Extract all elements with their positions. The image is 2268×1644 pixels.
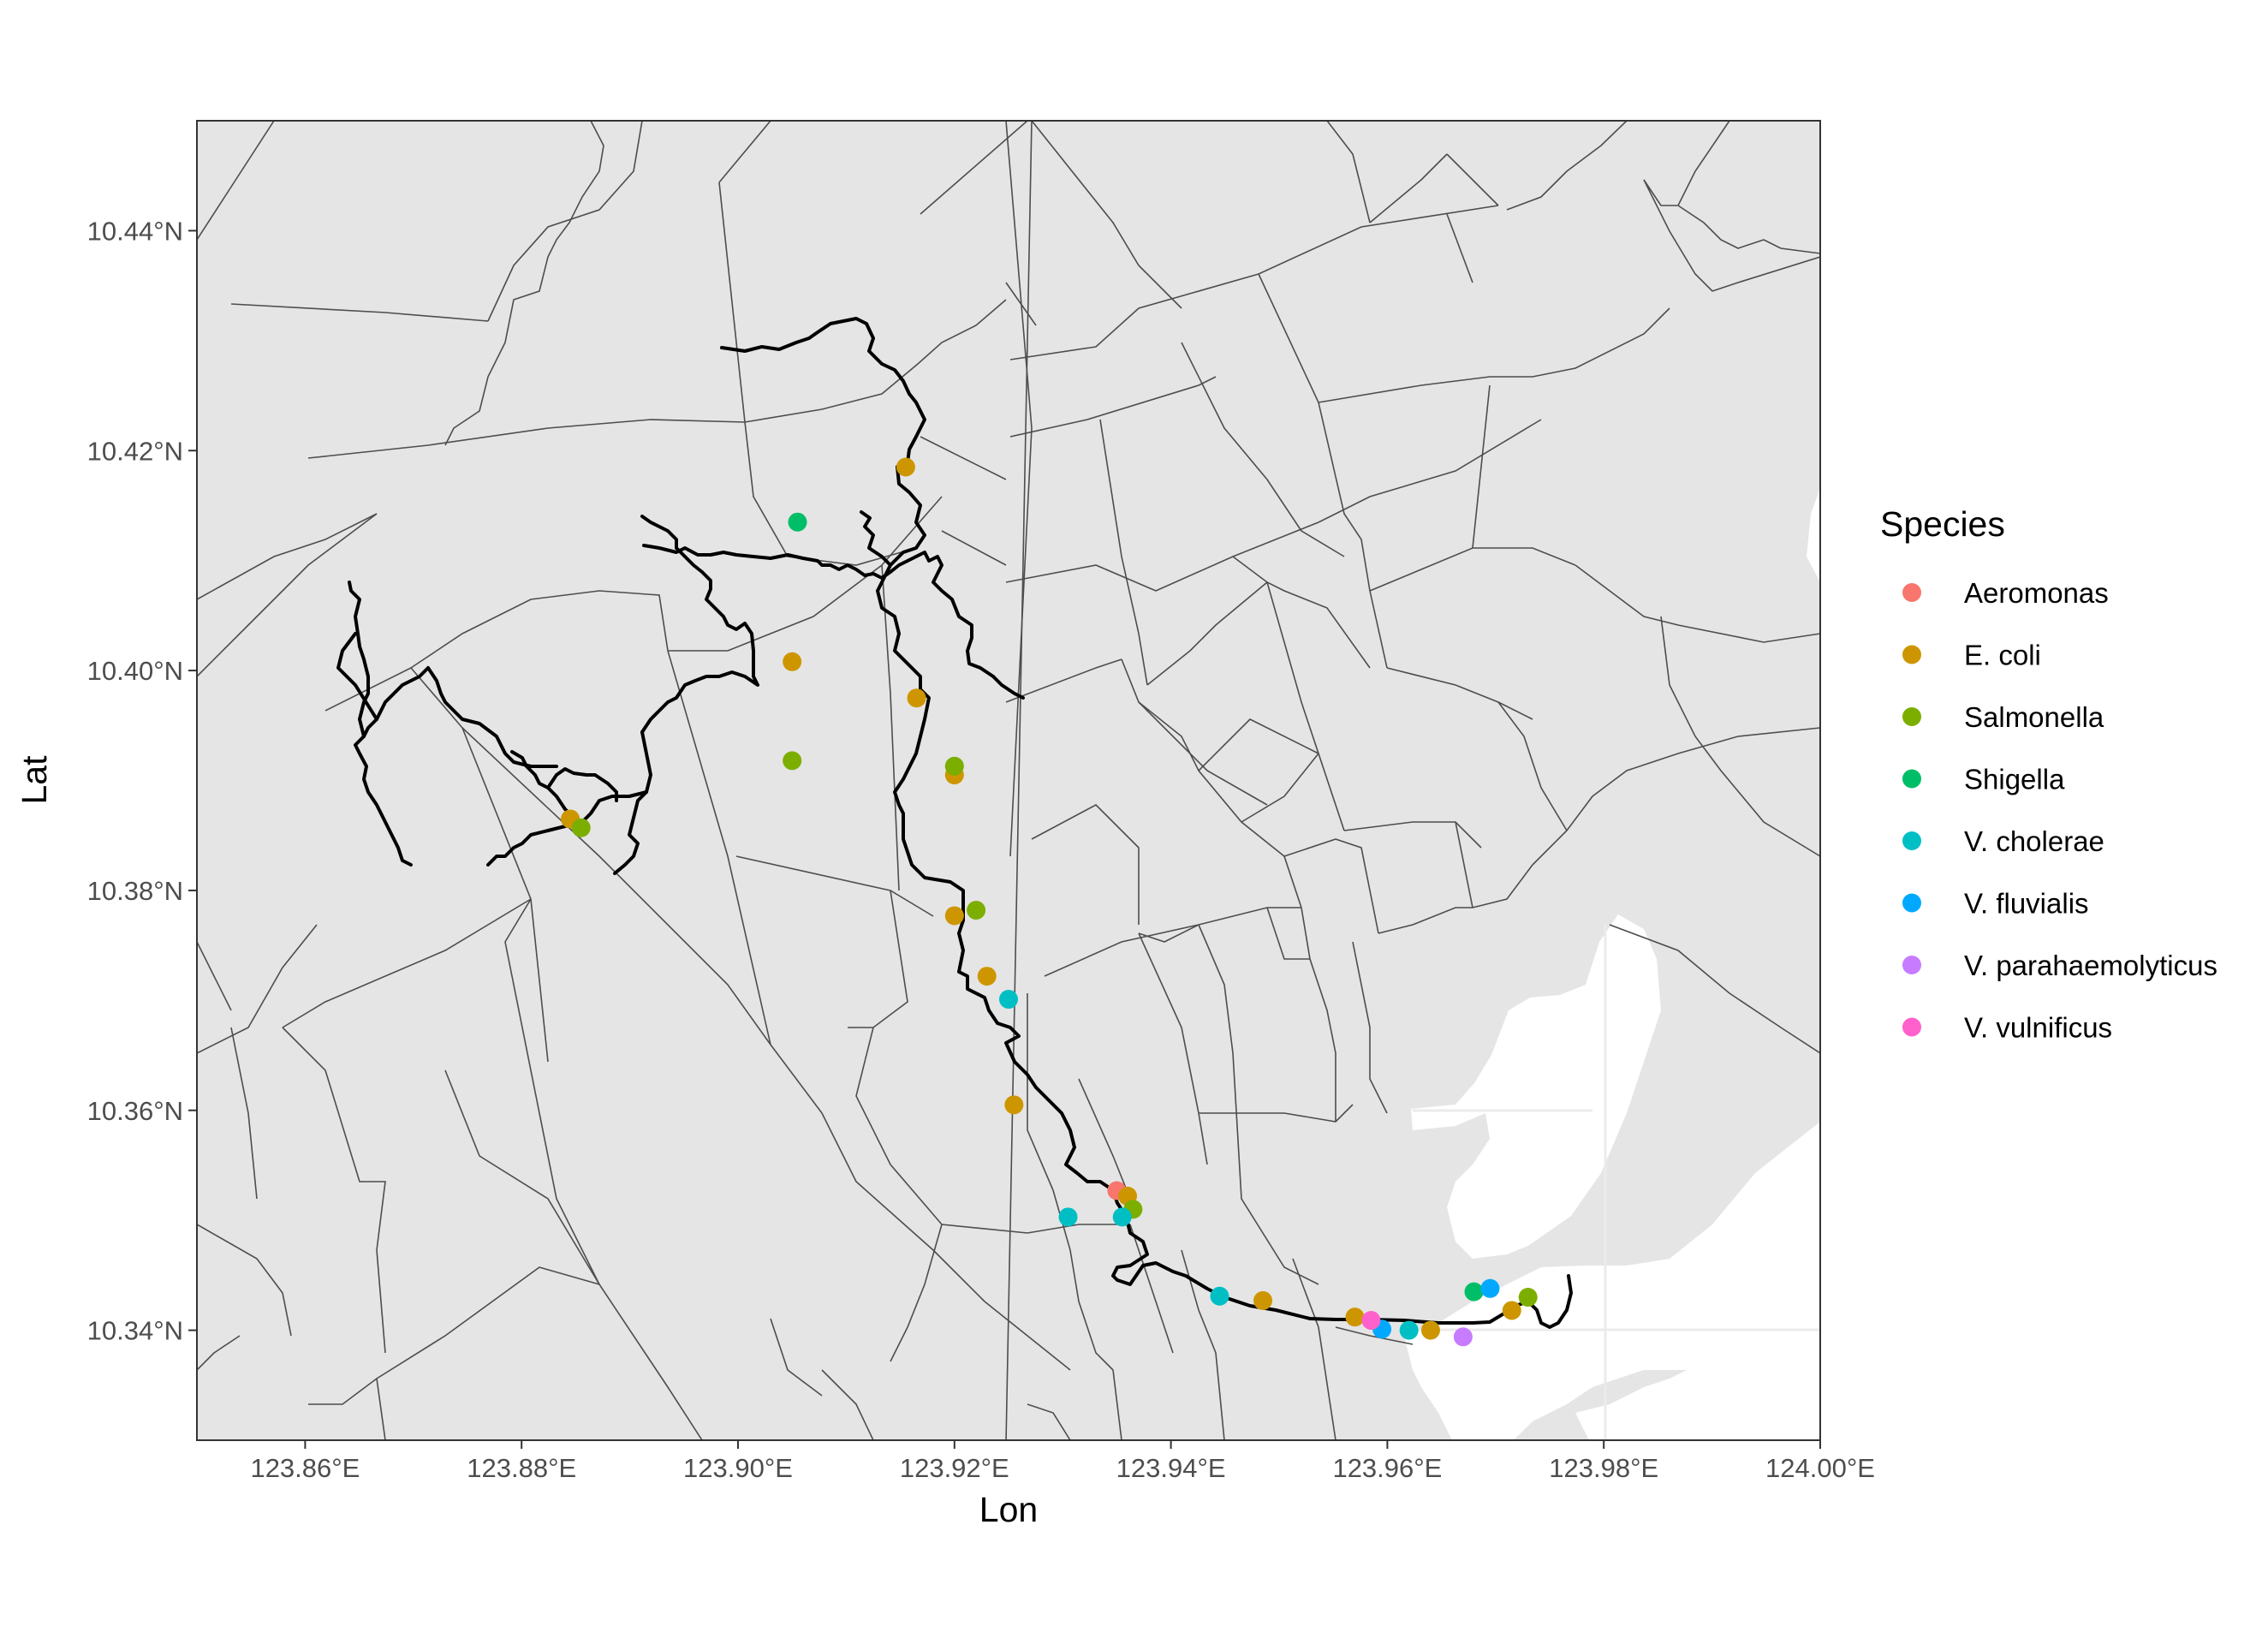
legend-label: Shigella bbox=[1964, 764, 2065, 795]
map-panel-land bbox=[197, 121, 1820, 1440]
tributary-west-c bbox=[510, 750, 580, 824]
map-panel-border bbox=[196, 120, 1821, 1441]
x-tick-label: 123.96°E bbox=[1332, 1453, 1442, 1483]
legend-key bbox=[1902, 1017, 1921, 1037]
legend-key bbox=[1902, 769, 1921, 789]
main-river bbox=[720, 317, 1573, 1329]
admin-boundaries bbox=[197, 121, 1820, 1440]
x-axis-title: Lon bbox=[979, 1490, 1038, 1529]
tributary-west-h bbox=[336, 632, 378, 721]
y-tick-label: 10.38°N bbox=[87, 876, 183, 906]
sample-point bbox=[1518, 1288, 1538, 1307]
sample-point bbox=[1361, 1311, 1381, 1331]
x-axis: 123.86°E 123.88°E 123.90°E 123.92°E 123.94°E… bbox=[250, 1440, 1875, 1483]
legend-key bbox=[1902, 893, 1921, 913]
sample-point bbox=[1058, 1207, 1078, 1227]
x-tick-label: 123.94°E bbox=[1116, 1453, 1226, 1483]
sample-point bbox=[1464, 1282, 1484, 1302]
sample-point bbox=[571, 818, 591, 837]
sample-point bbox=[999, 990, 1018, 1010]
sample-point bbox=[944, 906, 964, 926]
tributary-upper-west bbox=[642, 544, 1025, 700]
legend-key bbox=[1902, 583, 1921, 602]
legend-key bbox=[1902, 956, 1921, 974]
tributary-west-b bbox=[486, 790, 648, 867]
y-tick-label: 10.42°N bbox=[87, 436, 183, 466]
river-network bbox=[336, 317, 1573, 1329]
y-tick-label: 10.34°N bbox=[87, 1316, 183, 1346]
sample-point bbox=[1345, 1307, 1365, 1327]
sea-water-east bbox=[1807, 488, 1820, 582]
legend-title: Species bbox=[1880, 504, 2005, 544]
sample-point bbox=[896, 457, 915, 477]
legend-label: V. cholerae bbox=[1964, 825, 2104, 857]
legend-label: Aeromonas bbox=[1964, 577, 2109, 609]
y-tick-label: 10.36°N bbox=[87, 1096, 183, 1126]
sample-point bbox=[1502, 1301, 1521, 1320]
tributary-west-a bbox=[613, 730, 652, 875]
tributary-north bbox=[860, 510, 892, 567]
x-tick-label: 124.00°E bbox=[1765, 1453, 1875, 1483]
x-tick-label: 123.98°E bbox=[1549, 1453, 1658, 1483]
y-axis: 10.34°N 10.36°N 10.38°N 10.40°N 10.42°N 10.44… bbox=[87, 216, 197, 1346]
legend-label: Salmonella bbox=[1964, 701, 2104, 733]
legend-key bbox=[1902, 831, 1921, 850]
sample-point bbox=[783, 751, 802, 771]
sample-point bbox=[1480, 1278, 1500, 1298]
x-tick-label: 123.92°E bbox=[900, 1453, 1009, 1483]
legend-key bbox=[1902, 645, 1921, 664]
legend-items: Aeromonas E. coli Salmonella Shigella V. cho… bbox=[1902, 577, 2217, 1044]
legend-label: V. fluvialis bbox=[1964, 888, 2089, 920]
y-tick-label: 10.40°N bbox=[87, 656, 183, 686]
tributary-west-e bbox=[354, 666, 430, 867]
tributary-west-d bbox=[546, 767, 618, 802]
sample-point bbox=[788, 512, 807, 532]
legend-label: V. vulnificus bbox=[1964, 1012, 2112, 1044]
sample-point bbox=[1112, 1207, 1132, 1227]
y-axis-title: Lat bbox=[15, 755, 54, 805]
sample-point bbox=[1210, 1286, 1229, 1306]
sample-point bbox=[783, 652, 802, 671]
sample-point bbox=[1253, 1290, 1273, 1310]
sample-point bbox=[944, 756, 964, 776]
sample-point bbox=[1004, 1095, 1024, 1115]
sample-point bbox=[977, 967, 997, 986]
sample-points bbox=[561, 457, 1538, 1347]
legend-label: E. coli bbox=[1964, 640, 2041, 671]
sample-point bbox=[1453, 1327, 1473, 1347]
sea-water bbox=[1411, 914, 1661, 1259]
y-tick-label: 10.44°N bbox=[87, 216, 183, 246]
sea-water-south bbox=[1404, 1122, 1820, 1440]
sample-point bbox=[907, 688, 926, 708]
tributary-west-f bbox=[426, 666, 558, 768]
legend-label: V. parahaemolyticus bbox=[1964, 950, 2217, 981]
legend: Species Aeromonas E. coli Salmonella Shigel… bbox=[1880, 504, 2217, 1044]
x-tick-label: 123.86°E bbox=[250, 1453, 360, 1483]
x-tick-label: 123.90°E bbox=[683, 1453, 793, 1483]
tributary-central bbox=[640, 515, 759, 734]
sample-point bbox=[1399, 1320, 1419, 1340]
legend-key bbox=[1902, 707, 1921, 726]
sample-point bbox=[1420, 1320, 1440, 1340]
x-tick-label: 123.88°E bbox=[467, 1453, 576, 1483]
tributary-west-g bbox=[348, 581, 370, 738]
sample-point bbox=[967, 901, 986, 920]
